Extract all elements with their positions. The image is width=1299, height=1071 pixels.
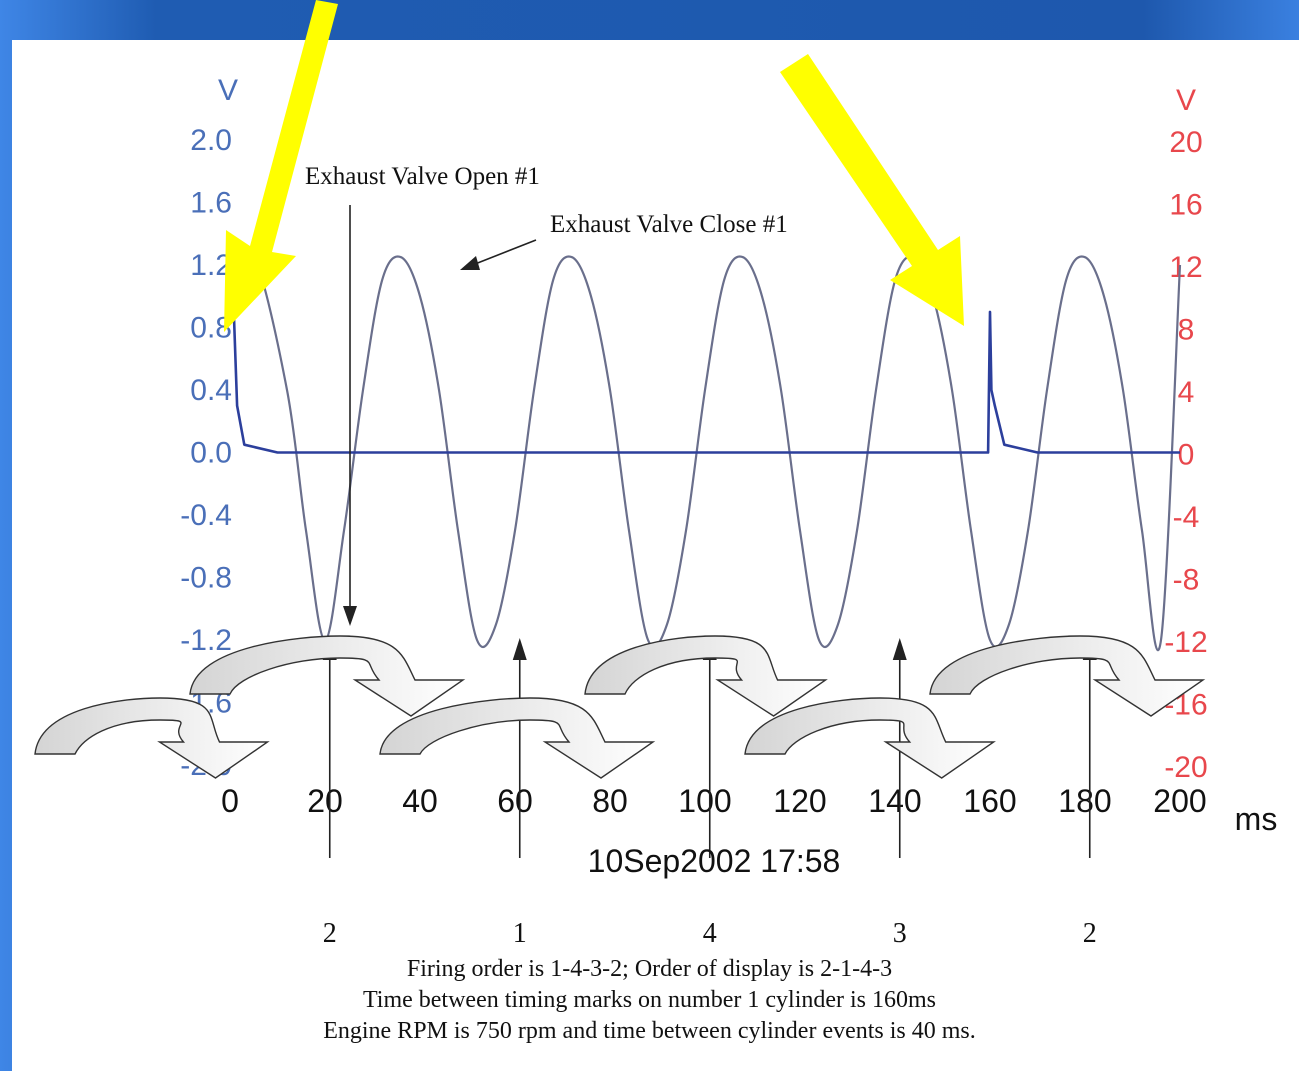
left-axis-unit: V xyxy=(218,74,238,107)
x-axis-tick: 80 xyxy=(592,783,628,819)
left-axis-tick: -1.2 xyxy=(180,624,232,657)
right-axis-unit: V xyxy=(1176,84,1196,117)
left-axis-tick: 2.0 xyxy=(190,124,232,157)
left-axis-tick: -0.8 xyxy=(180,562,232,595)
left-axis-tick: 0.0 xyxy=(190,437,232,470)
left-axis-tick: 1.2 xyxy=(190,249,232,282)
annotation-exhaust-open: Exhaust Valve Open #1 xyxy=(305,163,540,190)
x-axis-tick: 200 xyxy=(1153,783,1206,819)
cylinder-marker-label: 4 xyxy=(703,918,717,949)
cylinder-marker-label: 3 xyxy=(893,918,907,949)
cylinder-markers: 2 1 4 3 2 xyxy=(322,638,1097,949)
highlight-arrow-left-shape xyxy=(224,0,338,332)
x-axis-tick: 120 xyxy=(773,783,826,819)
cylinder-marker-label: 1 xyxy=(513,918,527,949)
firing-order-arrow xyxy=(34,697,270,779)
annotation-exhaust-close-pointer xyxy=(469,239,537,267)
firing-order-arrow xyxy=(379,697,656,779)
x-axis-tick: 140 xyxy=(868,783,921,819)
right-axis-tick: -4 xyxy=(1173,501,1200,534)
firing-order-arrows xyxy=(34,635,1206,779)
x-axis-tick: 160 xyxy=(963,783,1016,819)
left-axis-tick: -0.4 xyxy=(180,499,232,532)
x-axis-tick: 180 xyxy=(1058,783,1111,819)
series-layer xyxy=(229,253,1182,652)
left-axis-tick: 0.4 xyxy=(190,374,232,407)
x-axis-unit: ms xyxy=(1235,801,1278,837)
highlight-arrow-left xyxy=(224,0,338,332)
cylinder-marker-label: 2 xyxy=(1083,918,1097,949)
firing-order-arrow xyxy=(929,635,1206,717)
scope-printout xyxy=(12,40,1299,1071)
note-engine-rpm: Engine RPM is 750 rpm and time between c… xyxy=(323,1018,976,1044)
series-reference-trace xyxy=(230,310,1180,454)
cylinder-marker-arrowhead xyxy=(512,638,527,660)
right-axis-tick: 8 xyxy=(1178,314,1195,347)
annotation-exhaust-close: Exhaust Valve Close #1 xyxy=(550,211,788,238)
highlight-arrow-right xyxy=(780,54,964,326)
cylinder-marker-label: 2 xyxy=(323,918,337,949)
right-axis-tick: 12 xyxy=(1169,251,1202,284)
notes-block: Firing order is 1-4-3-2; Order of displa… xyxy=(0,954,1299,1047)
note-firing-order: Firing order is 1-4-3-2; Order of displa… xyxy=(406,956,893,982)
right-axis-tick: 4 xyxy=(1178,376,1195,409)
left-axis-tick: 1.6 xyxy=(190,187,232,220)
annotation-exhaust-close-arrowhead xyxy=(460,256,480,270)
highlight-arrow-right-shape xyxy=(780,54,964,326)
x-axis-ticks: 0 20 40 60 80 100 120 140 160 180 200 xyxy=(221,783,1207,819)
right-axis-tick: 16 xyxy=(1169,189,1202,222)
right-axis-tick: -12 xyxy=(1164,626,1207,659)
right-axis-tick: -20 xyxy=(1164,751,1207,784)
right-axis-tick: -8 xyxy=(1173,564,1200,597)
x-axis-tick: 20 xyxy=(307,783,343,819)
note-timing-marks: Time between timing marks on number 1 cy… xyxy=(362,987,937,1013)
firing-order-arrow xyxy=(744,697,996,779)
firing-order-arrow xyxy=(584,635,828,717)
annotation-exhaust-open-arrowhead xyxy=(343,606,357,626)
x-axis-tick: 0 xyxy=(221,783,239,819)
firing-order-arrow xyxy=(189,635,466,717)
right-axis-tick: 20 xyxy=(1169,126,1202,159)
right-axis-tick: 0 xyxy=(1178,439,1195,472)
cylinder-marker-arrowhead xyxy=(892,638,907,660)
x-axis-tick: 40 xyxy=(402,783,438,819)
series-cylinder-trace xyxy=(229,253,1182,652)
x-axis-tick: 100 xyxy=(678,783,731,819)
timestamp: 10Sep2002 17:58 xyxy=(588,843,841,879)
x-axis-tick: 60 xyxy=(497,783,533,819)
